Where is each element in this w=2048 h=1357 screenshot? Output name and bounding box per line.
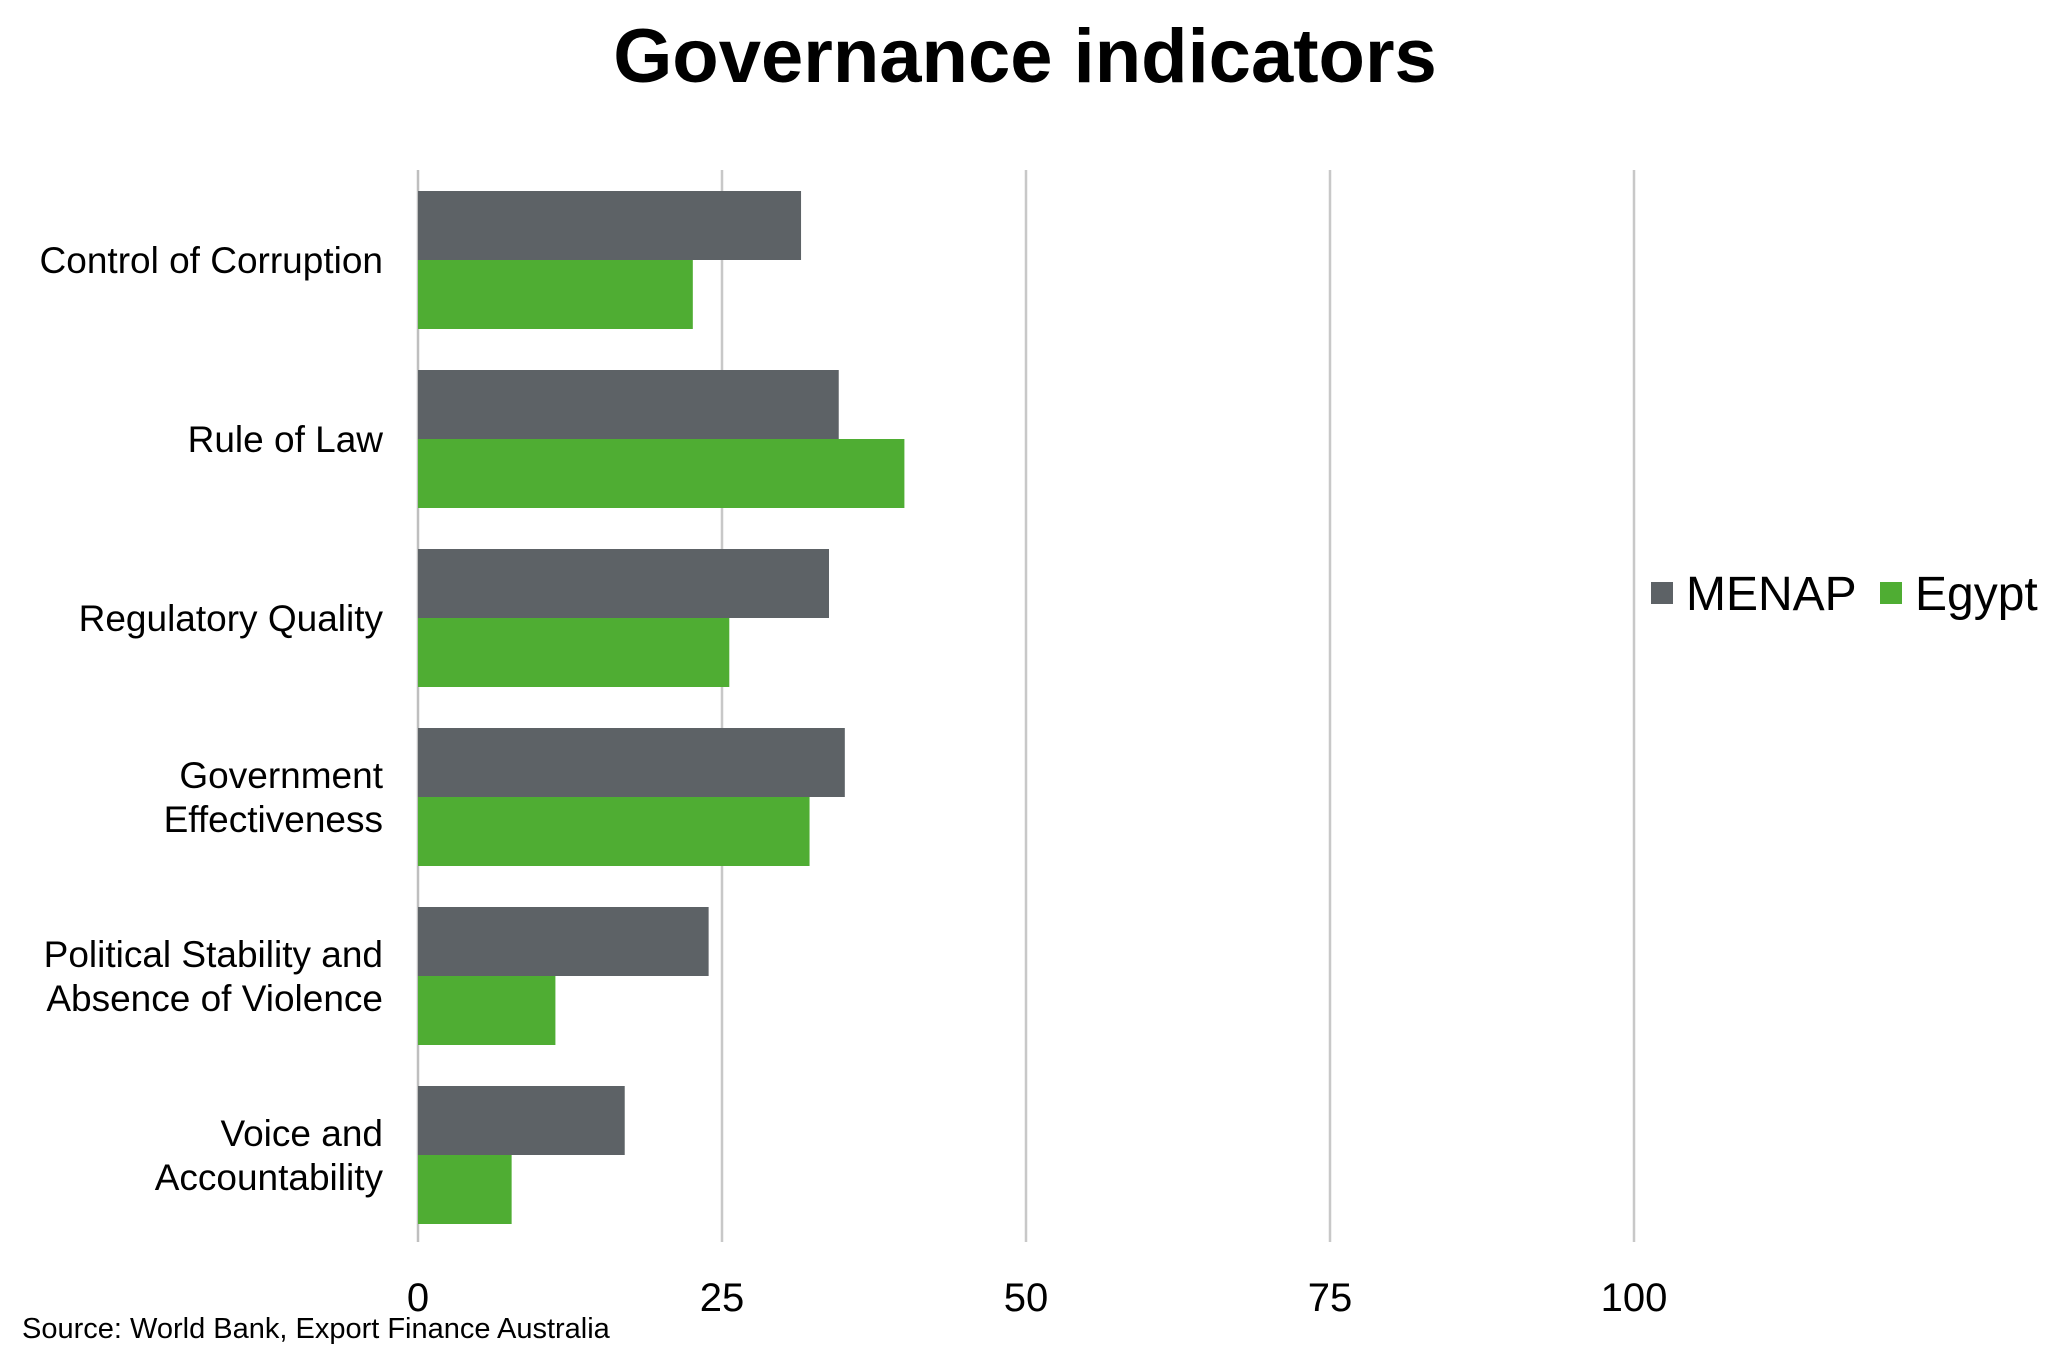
- legend-swatch-egypt: [1880, 582, 1902, 604]
- bar-egypt-0: [418, 260, 693, 329]
- category-label-4-1: Absence of Violence: [46, 978, 383, 1019]
- chart-title: Governance indicators: [613, 14, 1437, 99]
- category-label-5-1: Accountability: [155, 1157, 384, 1198]
- category-label-3-1: Effectiveness: [164, 799, 383, 840]
- gridlines: [416, 170, 1636, 1242]
- tick-label-50: 50: [1004, 1276, 1049, 1320]
- category-label-3-0: Government: [179, 755, 383, 796]
- bar-menap-1: [418, 370, 839, 439]
- bar-menap-4: [418, 907, 709, 976]
- bar-egypt-2: [418, 618, 730, 687]
- source-note: Source: World Bank, Export Finance Austr…: [22, 1313, 611, 1345]
- bar-egypt-5: [418, 1155, 512, 1224]
- category-label-2-0: Regulatory Quality: [79, 598, 384, 639]
- tick-label-25: 25: [700, 1276, 745, 1320]
- category-label-0-0: Control of Corruption: [40, 240, 383, 281]
- bar-menap-2: [418, 549, 830, 618]
- category-label-5-0: Voice and: [220, 1113, 383, 1154]
- legend: MENAP Egypt: [1651, 568, 2038, 621]
- category-label-1-0: Rule of Law: [188, 419, 384, 460]
- tick-label-0: 0: [407, 1276, 429, 1320]
- bar-egypt-3: [418, 797, 810, 866]
- tick-label-100: 100: [1601, 1276, 1668, 1320]
- legend-swatch-menap: [1651, 582, 1673, 604]
- tick-label-75: 75: [1308, 1276, 1353, 1320]
- bar-egypt-4: [418, 976, 556, 1045]
- legend-label-menap: MENAP: [1686, 568, 1857, 621]
- bar-egypt-1: [418, 439, 905, 508]
- x-axis-ticks: 0 25 50 75 100: [407, 1276, 1668, 1320]
- category-label-4-0: Political Stability and: [44, 934, 383, 975]
- bar-menap-5: [418, 1086, 625, 1155]
- bars: [418, 191, 905, 1224]
- legend-label-egypt: Egypt: [1915, 568, 2038, 621]
- category-labels: Control of Corruption Rule of Law Regulato…: [40, 240, 384, 1198]
- bar-menap-3: [418, 728, 845, 797]
- bar-menap-0: [418, 191, 802, 260]
